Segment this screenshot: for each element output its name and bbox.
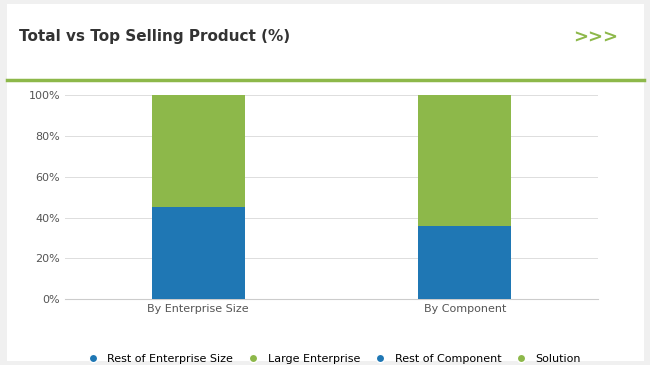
Bar [418, 226, 512, 299]
Bar [151, 207, 245, 299]
Bar [418, 95, 512, 226]
Text: >>>: >>> [573, 29, 618, 47]
Bar [151, 95, 245, 207]
Text: Total vs Top Selling Product (%): Total vs Top Selling Product (%) [20, 29, 291, 44]
Legend: Rest of Enterprise Size, Large Enterprise, Rest of Component, Solution: Rest of Enterprise Size, Large Enterpris… [77, 350, 586, 365]
